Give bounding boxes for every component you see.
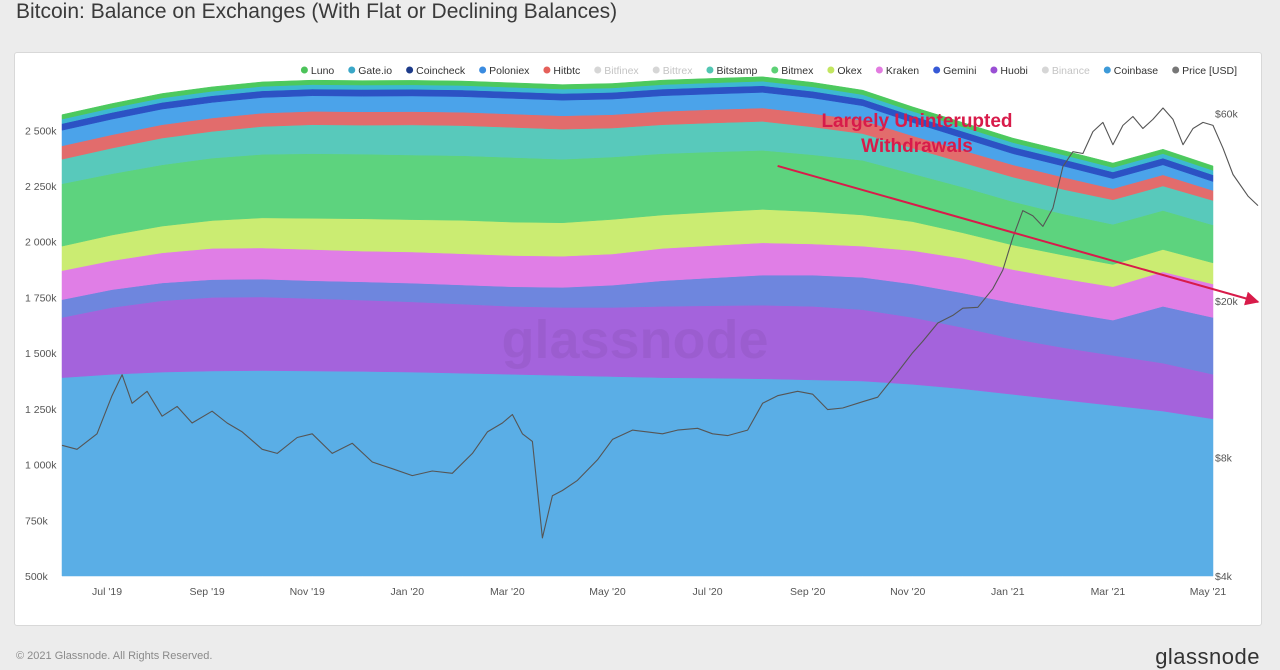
legend-dot — [652, 66, 660, 74]
legend-item-coincheck[interactable]: Coincheck — [406, 65, 466, 77]
legend-label: Coincheck — [416, 65, 466, 77]
page-title: Bitcoin: Balance on Exchanges (With Flat… — [16, 0, 618, 23]
legend-dot — [933, 66, 941, 74]
legend-item-coinbase[interactable]: Coinbase — [1103, 65, 1159, 77]
legend-item-binance[interactable]: Binance — [1041, 65, 1090, 77]
left-axis-tick-label: 2 250k — [25, 181, 57, 193]
left-axis-tick-label: 500k — [25, 571, 49, 583]
left-axis-tick-label: 2 500k — [25, 125, 57, 137]
x-axis-tick-label: Sep '19 — [189, 586, 224, 598]
legend-label: Binance — [1052, 65, 1090, 77]
legend-label: Hitbtc — [553, 65, 580, 77]
x-axis-tick-label: Jul '19 — [92, 586, 122, 598]
legend-dot — [594, 66, 602, 74]
x-axis-tick-label: Jan '21 — [991, 586, 1025, 598]
legend-label: Gemini — [943, 65, 976, 77]
legend-dot — [875, 66, 883, 74]
x-axis-tick-label: Jan '20 — [391, 586, 425, 598]
legend-label: Luno — [311, 65, 335, 77]
area-luno — [61, 76, 1214, 171]
legend-item-hitbtc[interactable]: Hitbtc — [543, 65, 580, 77]
area-coinbase — [61, 370, 1214, 577]
annotation-text-line: Largely Uninterupted — [821, 111, 1012, 132]
legend-label: Bitmex — [781, 65, 814, 77]
legend-item-bitfinex[interactable]: Bitfinex — [594, 65, 639, 77]
legend-dot — [348, 66, 356, 74]
legend-item-gate-io[interactable]: Gate.io — [348, 65, 392, 77]
x-axis-tick-label: Sep '20 — [790, 586, 825, 598]
legend-label: Okex — [837, 65, 862, 77]
left-y-axis: 500k 750k 1 000k 1 250k 1 500k 1 750k 2 000k 2 … — [25, 125, 57, 583]
x-axis-tick-label: May '20 — [589, 586, 626, 598]
price-line-layer — [61, 107, 1259, 539]
x-axis-tick-label: Nov '19 — [290, 586, 325, 598]
legend-item-okex[interactable]: Okex — [827, 65, 863, 77]
legend-dot — [543, 66, 551, 74]
legend-label: Bitfinex — [604, 65, 639, 77]
legend-item-kraken[interactable]: Kraken — [875, 65, 919, 77]
legend-label: Coinbase — [1114, 65, 1159, 77]
x-axis: Jul '19 Sep '19 Nov '19 Jan '20 Mar '20 May '… — [92, 586, 1226, 598]
watermark-text: glassnode — [501, 310, 768, 370]
legend-label: Price [USD] — [1182, 65, 1237, 77]
right-axis-tick-label: $60k — [1215, 109, 1239, 121]
x-axis-tick-label: Nov '20 — [890, 586, 925, 598]
legend-label: Bittrex — [663, 65, 694, 77]
chart-card: glassnode 500k 750k 1 000k 1 250k 1 500k 1 75… — [14, 52, 1262, 626]
legend: Luno Gate.io Coincheck Poloniex Hitbtc Bitfin… — [300, 65, 1237, 77]
legend-label: Kraken — [886, 65, 919, 77]
legend-dot — [990, 66, 998, 74]
price-usd-line — [61, 107, 1259, 539]
legend-dot — [771, 66, 779, 74]
x-axis-tick-label: Mar '21 — [1091, 586, 1126, 598]
legend-item-huobi[interactable]: Huobi — [990, 65, 1028, 77]
legend-dot — [406, 66, 414, 74]
right-y-axis: $4k $8k $20k $60k — [1215, 109, 1239, 583]
legend-dot — [1103, 66, 1111, 74]
legend-dot — [706, 66, 714, 74]
watermark-layer: glassnode — [501, 310, 768, 370]
copyright-text: © 2021 Glassnode. All Rights Reserved. — [16, 650, 213, 662]
right-axis-tick-label: $4k — [1215, 571, 1233, 583]
legend-dot — [479, 66, 487, 74]
left-axis-tick-label: 2 000k — [25, 237, 57, 249]
legend-item-bitstamp[interactable]: Bitstamp — [706, 65, 757, 77]
balance-on-exchanges-chart: glassnode 500k 750k 1 000k 1 250k 1 500k 1 75… — [25, 65, 1260, 598]
legend-dot — [300, 66, 308, 74]
right-axis-tick-label: $8k — [1215, 453, 1233, 465]
legend-item-poloniex[interactable]: Poloniex — [479, 65, 530, 77]
stacked-area-layer — [61, 76, 1214, 577]
legend-label: Bitstamp — [716, 65, 757, 77]
annotation-text-line: Withdrawals — [861, 136, 973, 157]
legend-item-bitmex[interactable]: Bitmex — [771, 65, 814, 77]
legend-item-luno[interactable]: Luno — [300, 65, 335, 77]
left-axis-tick-label: 1 000k — [25, 460, 57, 472]
left-axis-tick-label: 1 500k — [25, 348, 57, 360]
left-axis-tick-label: 1 250k — [25, 404, 57, 416]
x-axis-tick-label: Mar '20 — [490, 586, 525, 598]
legend-dot — [1041, 66, 1049, 74]
left-axis-tick-label: 1 750k — [25, 292, 57, 304]
legend-item-bittrex[interactable]: Bittrex — [652, 65, 694, 77]
legend-dot — [1172, 66, 1180, 74]
legend-item-gemini[interactable]: Gemini — [933, 65, 976, 77]
annotation: Largely Uninterupted Withdrawals — [777, 111, 1260, 306]
legend-label: Huobi — [1000, 65, 1027, 77]
left-axis-tick-label: 750k — [25, 515, 49, 527]
right-axis-tick-label: $20k — [1215, 296, 1239, 308]
legend-label: Poloniex — [489, 65, 530, 77]
legend-item-price-usd[interactable]: Price [USD] — [1172, 65, 1237, 77]
annotation-arrow — [777, 164, 1260, 306]
brand-logo-text: glassnode — [1155, 644, 1260, 669]
x-axis-tick-label: Jul '20 — [693, 586, 723, 598]
x-axis-tick-label: May '21 — [1190, 586, 1227, 598]
legend-label: Gate.io — [358, 65, 392, 77]
legend-dot — [827, 66, 835, 74]
